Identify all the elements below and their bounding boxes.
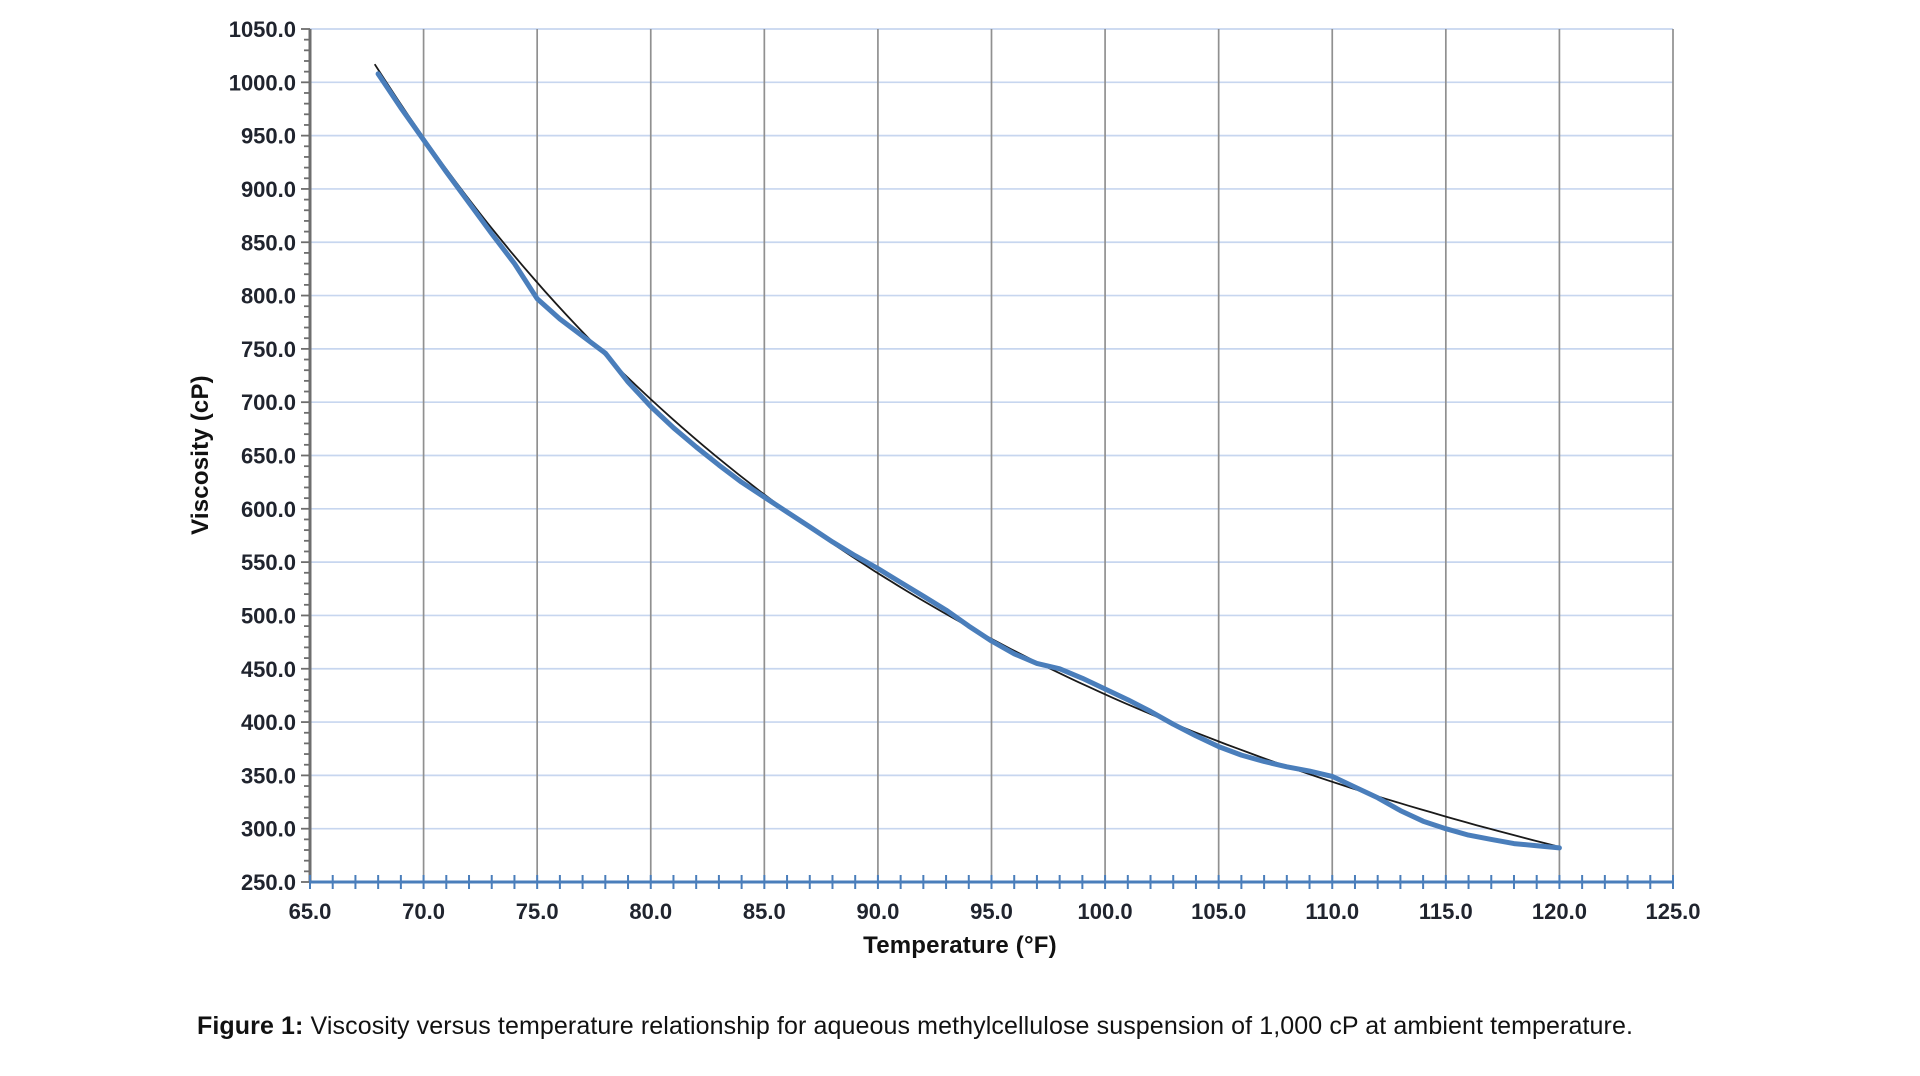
y-tick-label: 850.0 — [241, 230, 296, 255]
x-tick-label: 120.0 — [1532, 899, 1587, 924]
y-axis-title: Viscosity (cP) — [187, 375, 214, 535]
y-tick-label: 250.0 — [241, 870, 296, 895]
x-tick-label: 90.0 — [857, 899, 900, 924]
x-axis-title: Temperature (°F) — [863, 932, 1057, 959]
y-tick-label: 800.0 — [241, 284, 296, 309]
y-tick-label: 1000.0 — [229, 70, 296, 95]
x-tick-label: 80.0 — [629, 899, 672, 924]
y-tick-label: 550.0 — [241, 550, 296, 575]
x-tick-label: 105.0 — [1191, 899, 1246, 924]
y-tick-label: 450.0 — [241, 657, 296, 682]
figure-caption-text: Viscosity versus temperature relationshi… — [303, 1012, 1634, 1040]
y-tick-label: 650.0 — [241, 444, 296, 469]
x-tick-label: 110.0 — [1305, 899, 1359, 924]
x-tick-label: 75.0 — [516, 899, 559, 924]
y-tick-label: 600.0 — [241, 497, 296, 522]
y-tick-label: 950.0 — [241, 124, 296, 149]
y-tick-label: 900.0 — [241, 177, 296, 202]
y-tick-label: 400.0 — [241, 710, 296, 735]
x-tick-label: 70.0 — [402, 899, 445, 924]
y-tick-label: 750.0 — [241, 337, 296, 362]
data-series-line — [375, 71, 1562, 851]
x-tick-label: 65.0 — [289, 899, 332, 924]
x-tick-label: 95.0 — [970, 899, 1013, 924]
y-tick-label: 300.0 — [241, 817, 296, 842]
y-tick-label: 350.0 — [241, 763, 296, 788]
y-tick-label: 1050.0 — [229, 17, 296, 42]
x-tick-label: 85.0 — [743, 899, 786, 924]
x-tick-label: 115.0 — [1419, 899, 1473, 924]
figure-caption-label: Figure 1: — [197, 1012, 304, 1040]
x-tick-label: 125.0 — [1645, 899, 1700, 924]
figure-caption: Figure 1: Viscosity versus temperature r… — [197, 1012, 1633, 1041]
y-tick-label: 500.0 — [241, 603, 296, 628]
y-tick-label: 700.0 — [241, 390, 296, 415]
x-tick-label: 100.0 — [1078, 899, 1133, 924]
